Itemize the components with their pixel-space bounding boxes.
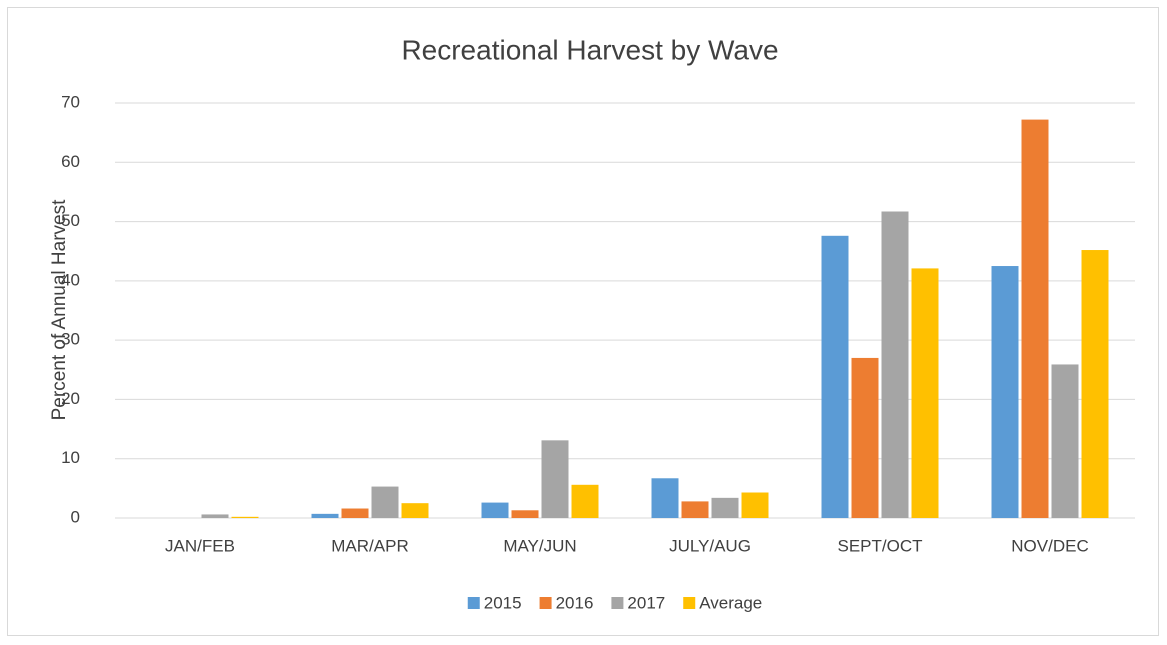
legend-swatch [539, 597, 552, 609]
y-tick-label: 20 [61, 389, 80, 408]
legend-label: 2016 [556, 593, 594, 612]
bar [511, 510, 539, 518]
bar [881, 211, 909, 518]
x-tick-label: JAN/FEB [165, 536, 235, 555]
y-tick-label: 30 [61, 330, 80, 349]
bar [851, 357, 879, 518]
bar [1081, 250, 1109, 518]
legend-swatch [467, 597, 480, 609]
bar [1051, 364, 1079, 518]
y-tick-label: 50 [61, 211, 80, 230]
bar [481, 502, 509, 518]
y-tick-label: 60 [61, 152, 80, 171]
bar [571, 484, 599, 518]
legend-label: 2015 [484, 593, 522, 612]
x-tick-label: NOV/DEC [1011, 536, 1088, 555]
legend-label: 2017 [627, 593, 665, 612]
legend-swatch [683, 597, 696, 609]
bar [911, 268, 939, 518]
bar [311, 513, 339, 518]
y-tick-label: 0 [71, 507, 80, 526]
bar [201, 514, 229, 518]
x-tick-label: SEPT/OCT [837, 536, 922, 555]
bar [371, 486, 399, 518]
x-tick-label: MAR/APR [331, 536, 408, 555]
x-tick-label: MAY/JUN [503, 536, 576, 555]
bar [1021, 119, 1049, 518]
chart-title: Recreational Harvest by Wave [401, 34, 778, 65]
bar [231, 516, 259, 518]
bar [341, 508, 369, 518]
bar [401, 503, 429, 518]
bar [991, 266, 1019, 518]
bar [651, 478, 679, 518]
y-tick-label: 70 [61, 92, 80, 111]
chart-border [7, 7, 1159, 636]
legend-label: Average [699, 593, 762, 612]
y-tick-label: 10 [61, 448, 80, 467]
y-axis-label: Percent of Annual Harvest [49, 199, 70, 420]
bar [821, 235, 849, 519]
y-tick-label: 40 [61, 270, 80, 289]
legend-swatch [611, 597, 624, 609]
bar [741, 492, 769, 518]
bar [711, 497, 739, 518]
bar [541, 440, 569, 518]
bar [681, 501, 709, 518]
x-tick-label: JULY/AUG [669, 536, 751, 555]
